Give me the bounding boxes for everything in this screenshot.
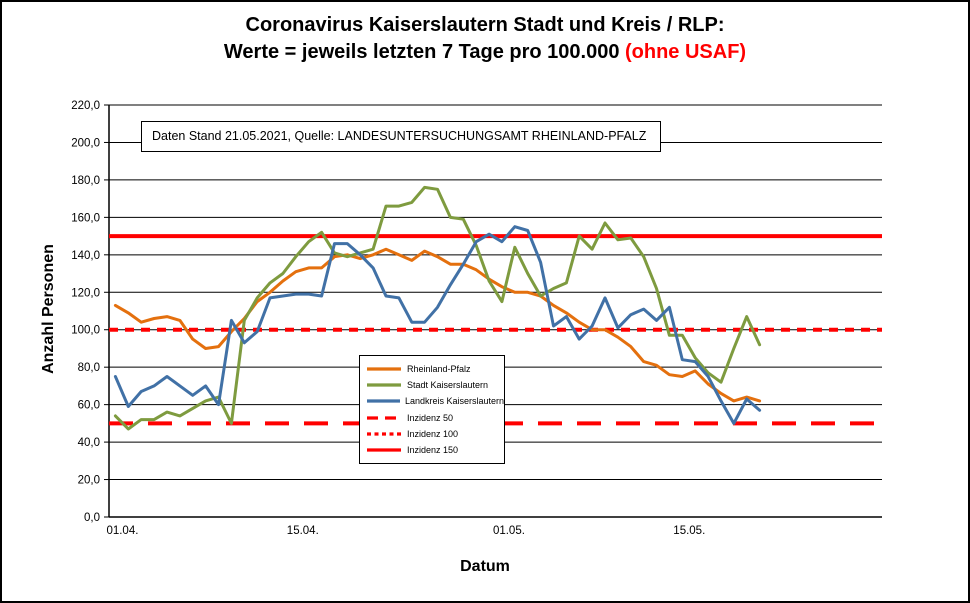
chart-title: Coronavirus Kaiserslautern Stadt und Kre… xyxy=(2,12,968,66)
legend-item-inzidenz-150: Inzidenz 150 xyxy=(366,444,504,457)
x-tick-label-0104: 01.04. xyxy=(106,525,139,537)
y-axis-title: Anzahl Personen xyxy=(40,244,57,374)
y-tick-label-0: 0,0 xyxy=(84,512,100,524)
legend-item-stadt-kaiserslautern: Stadt Kaiserslautern xyxy=(366,379,504,392)
legend-item-inzidenz-50: Inzidenz 50 xyxy=(366,411,504,424)
y-tick-label-120: 120,0 xyxy=(71,287,100,299)
x-tick-label-1504: 15.04. xyxy=(286,525,319,537)
legend-item-label: Inzidenz 150 xyxy=(407,445,459,456)
chart-title-line2: Werte = jeweils letzten 7 Tage pro 100.0… xyxy=(2,39,968,66)
legend-item-label: Landkreis Kaiserslautern xyxy=(404,396,504,407)
legend-line-sample xyxy=(367,448,401,452)
x-axis-title: Datum xyxy=(460,558,510,575)
legend-item-label: Stadt Kaiserslautern xyxy=(407,380,489,391)
data-source-annotation: Daten Stand 21.05.2021, Quelle: LANDESUN… xyxy=(141,121,661,152)
y-tick-label-100: 100,0 xyxy=(71,325,100,337)
chart-title-line2-text: Werte = jeweils letzten 7 Tage pro 100.0… xyxy=(223,41,625,63)
y-tick-label-20: 20,0 xyxy=(78,475,100,487)
y-tick-label-40: 40,0 xyxy=(78,437,100,449)
legend-line-sample xyxy=(367,367,401,371)
legend-item-label: Inzidenz 100 xyxy=(407,428,459,439)
x-tick-label-0105: 01.05. xyxy=(492,525,525,537)
legend-item-landkreis-kaiserslautern: Landkreis Kaiserslautern xyxy=(366,395,504,408)
legend-item-label: Inzidenz 50 xyxy=(407,412,454,423)
legend-line-sample xyxy=(367,416,401,420)
y-tick-label-160: 160,0 xyxy=(71,212,100,224)
y-tick-label-220: 220,0 xyxy=(71,100,100,112)
series-line-stadt-kaiserslautern xyxy=(113,185,762,431)
legend-line-sample xyxy=(367,432,401,436)
legend-item-inzidenz-100: Inzidenz 100 xyxy=(366,427,504,440)
legend-item-label: Rheinland-Pfalz xyxy=(407,363,471,374)
series-line-landkreis-kaiserslautern xyxy=(113,225,762,425)
y-tick-label-80: 80,0 xyxy=(78,362,100,374)
series-line-rheinland-pfalz xyxy=(113,247,762,403)
chart-title-line1: Coronavirus Kaiserslautern Stadt und Kre… xyxy=(245,14,725,36)
chart-legend: Rheinland-Pfalz Stadt Kaiserslautern Landk… xyxy=(359,355,505,464)
y-tick-label-140: 140,0 xyxy=(71,250,100,262)
chart-title-usaf-note: (ohne USAF) xyxy=(625,41,747,63)
legend-line-sample xyxy=(367,399,400,403)
y-tick-label-200: 200,0 xyxy=(71,137,100,149)
y-tick-label-180: 180,0 xyxy=(71,175,100,187)
legend-item-rheinland-pfalz: Rheinland-Pfalz xyxy=(366,362,504,375)
y-tick-label-60: 60,0 xyxy=(78,400,100,412)
x-tick-label-1505: 15.05. xyxy=(673,525,706,537)
legend-line-sample xyxy=(367,383,401,387)
